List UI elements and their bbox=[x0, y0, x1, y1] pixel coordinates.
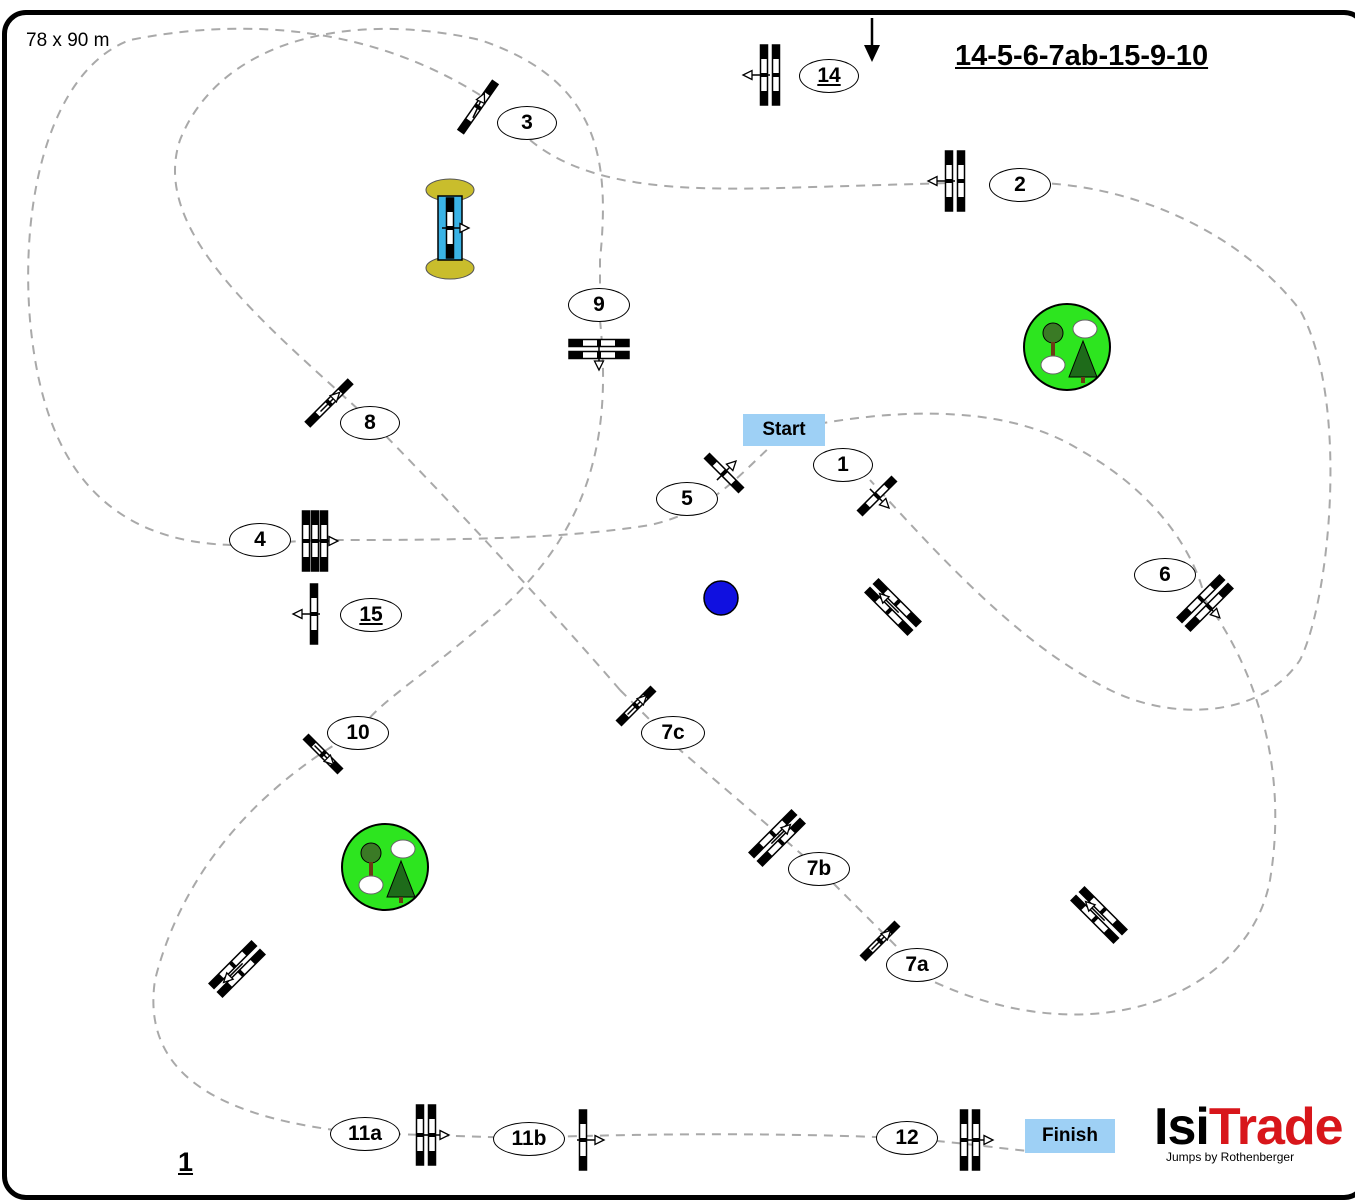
obstacle-number: 8 bbox=[340, 406, 400, 440]
start-marker: Start bbox=[743, 414, 825, 446]
jump-4 bbox=[301, 510, 339, 572]
water-jump bbox=[425, 178, 475, 280]
entry-arrow bbox=[864, 18, 880, 62]
water-marker bbox=[703, 580, 739, 616]
sheet-number: 1 bbox=[178, 1147, 194, 1177]
isitrade-logo: IsiTrade Jumps by Rothenberger bbox=[1154, 1098, 1344, 1164]
jump-2 bbox=[927, 150, 966, 212]
jump-11a bbox=[415, 1104, 450, 1166]
obstacle-number: 4 bbox=[229, 523, 291, 557]
obstacle-number: 7a bbox=[886, 948, 948, 982]
obstacle-number: 2 bbox=[989, 168, 1051, 202]
jump-9 bbox=[568, 338, 630, 371]
obstacle-number: 15 bbox=[340, 598, 402, 632]
jump-1 bbox=[856, 475, 898, 517]
course-title: 14-5-6-7ab-15-9-10 bbox=[955, 40, 1209, 72]
jump-11b bbox=[576, 1109, 605, 1171]
obstacle-number: 14 bbox=[799, 59, 859, 93]
obstacle-number: 11a bbox=[330, 1117, 400, 1151]
obstacle-number: 5 bbox=[656, 482, 718, 516]
jump-3 bbox=[457, 79, 499, 135]
extra-jump-center bbox=[864, 578, 922, 636]
finish-marker: Finish bbox=[1025, 1119, 1115, 1153]
obstacle-number: 9 bbox=[568, 288, 630, 322]
obstacle-number: 11b bbox=[493, 1122, 565, 1156]
course-path bbox=[27, 27, 1332, 1153]
obstacle-number: 10 bbox=[327, 716, 389, 750]
jump-12 bbox=[959, 1109, 994, 1171]
obstacle-number: 6 bbox=[1134, 558, 1196, 592]
jump-15 bbox=[292, 583, 321, 645]
jump-14 bbox=[742, 44, 781, 106]
obstacle-number: 3 bbox=[497, 106, 557, 140]
extra-jump-right bbox=[1070, 886, 1128, 944]
tree-decoration-bottom bbox=[341, 823, 429, 911]
tree-decoration-top bbox=[1023, 303, 1111, 391]
obstacle-number: 7c bbox=[641, 716, 705, 750]
arena-dimensions: 78 x 90 m bbox=[26, 30, 110, 51]
obstacle-number: 12 bbox=[876, 1121, 938, 1155]
obstacle-number: 7b bbox=[788, 852, 850, 886]
extra-jump-left bbox=[208, 940, 266, 998]
obstacle-number: 1 bbox=[813, 448, 873, 482]
